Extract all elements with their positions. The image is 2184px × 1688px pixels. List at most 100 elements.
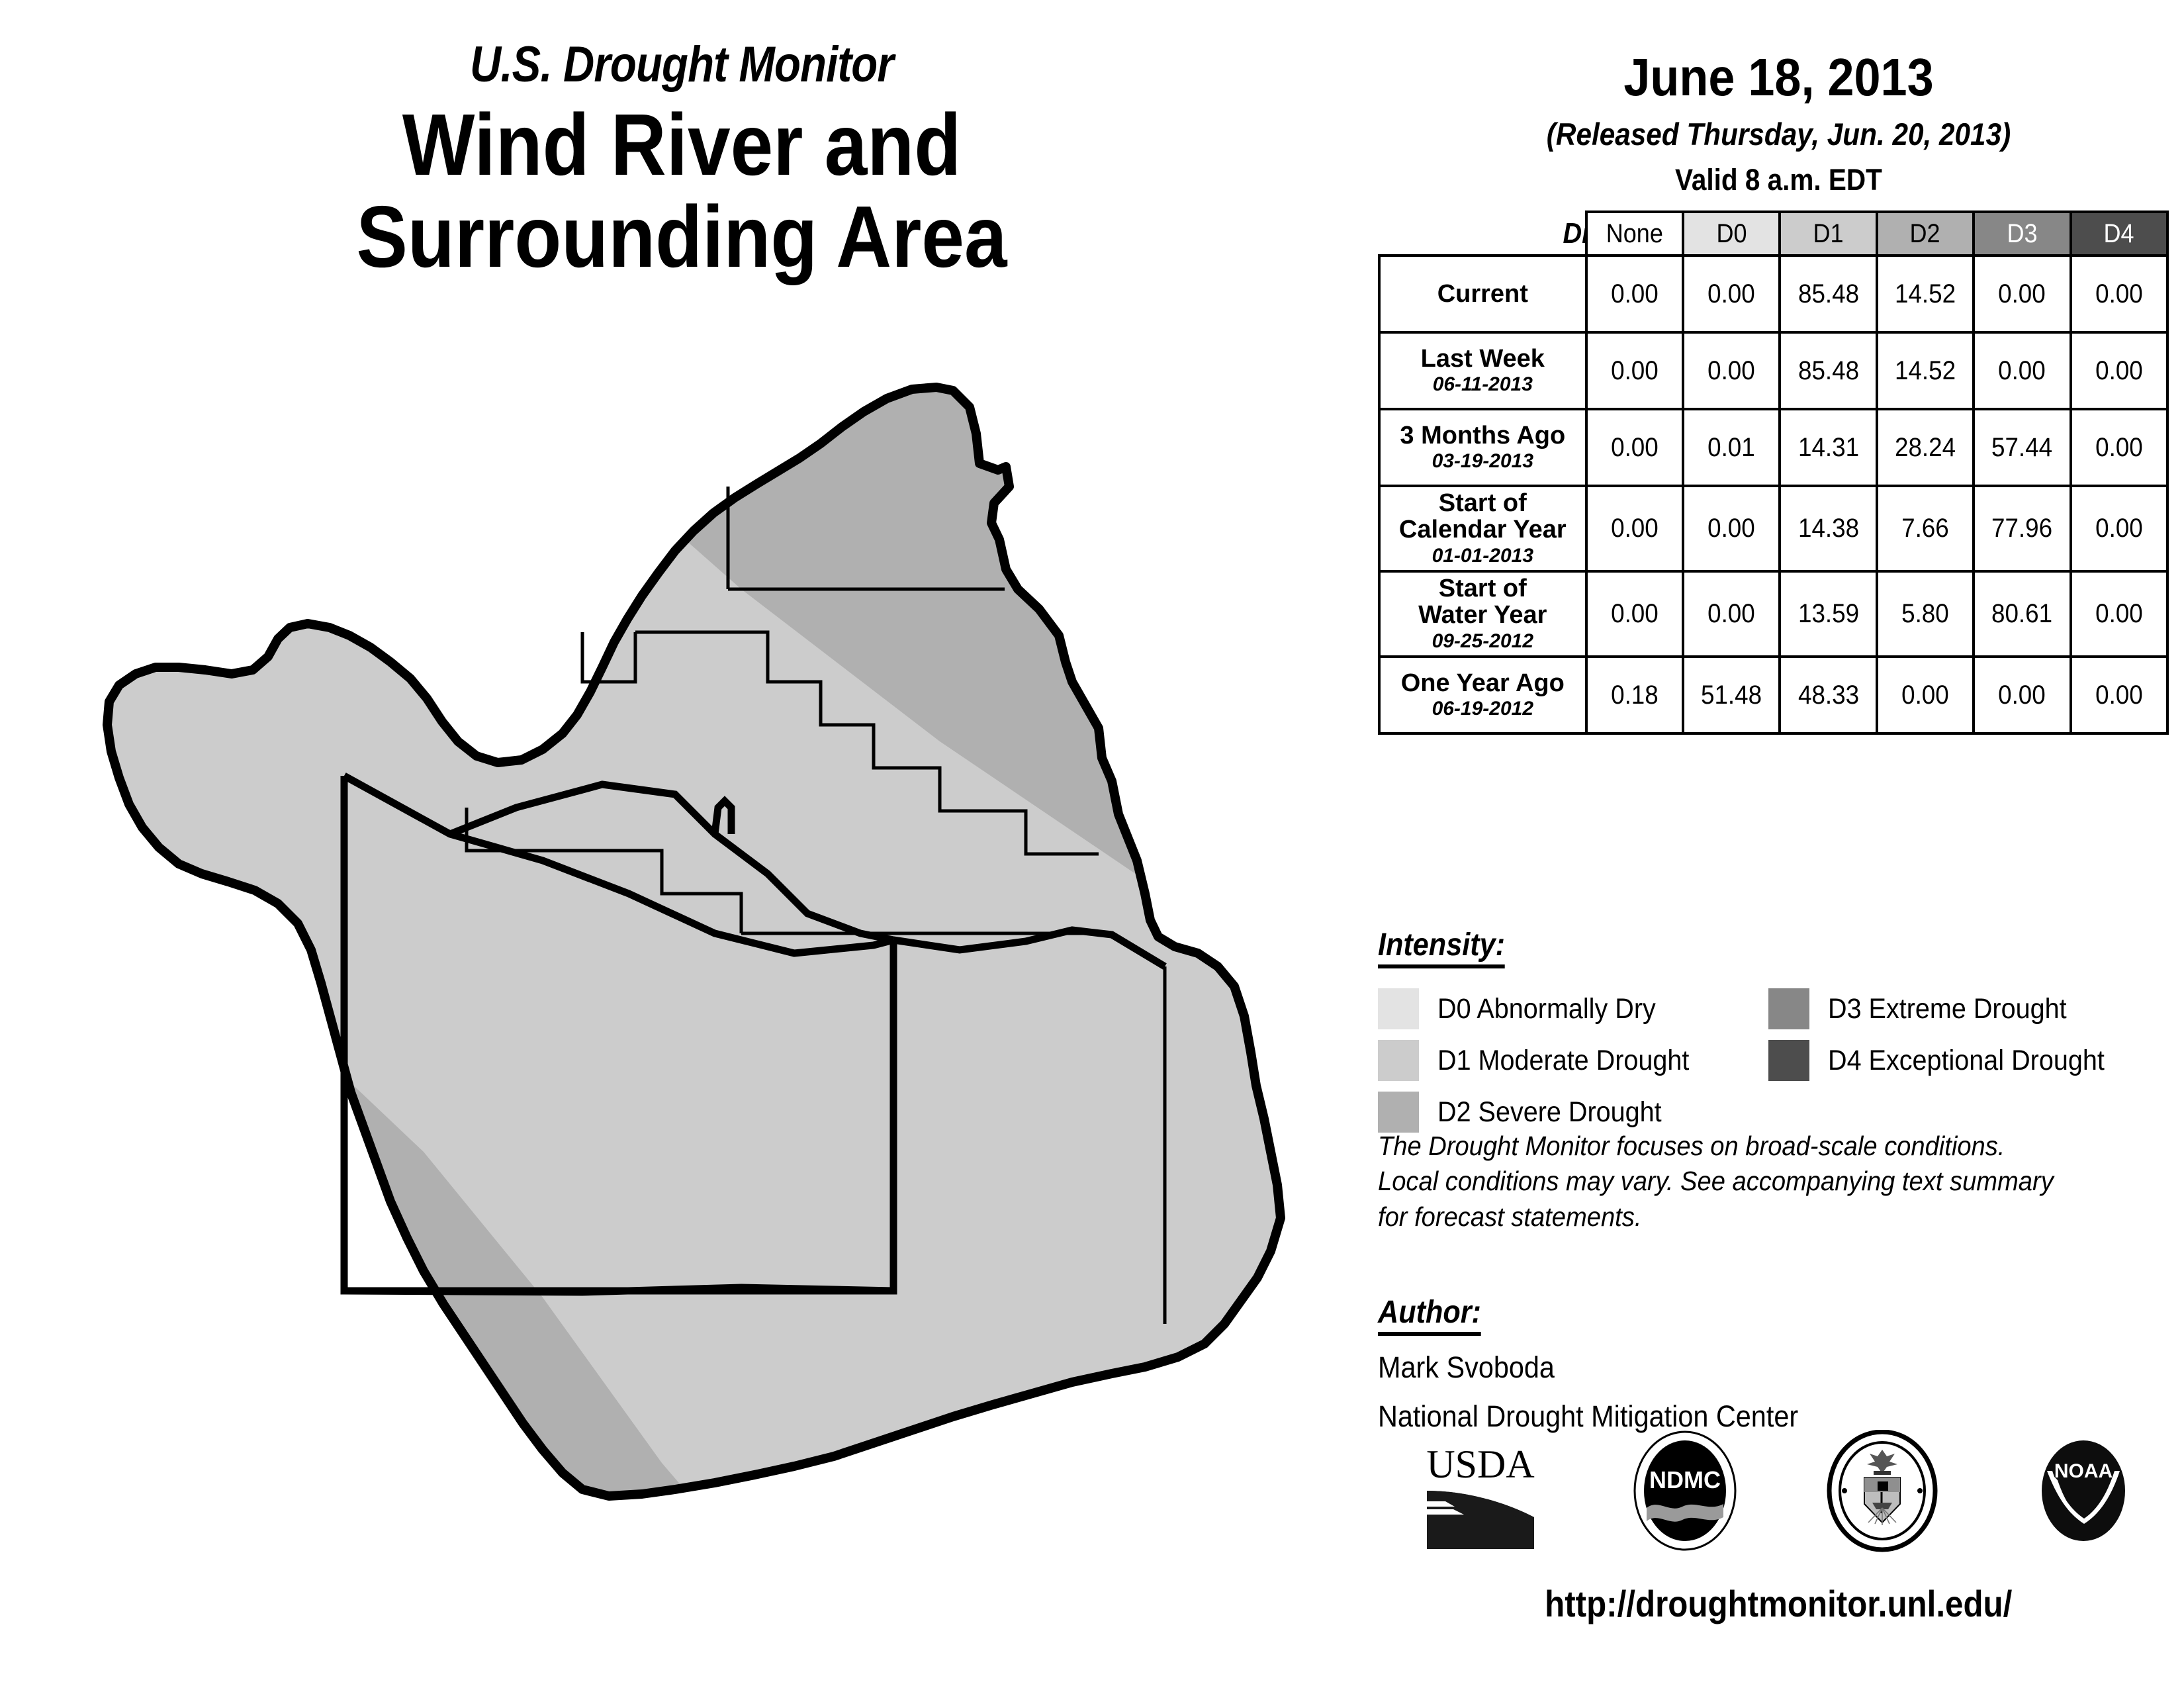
column-header-none: None (1584, 211, 1685, 257)
drought-map[interactable] (79, 371, 1324, 1509)
author-organization: National Drought Mitigation Center (1378, 1399, 1799, 1433)
legend-item-d3[interactable]: D3 Extreme Drought (1768, 988, 2087, 1029)
cell-3-months-d0: 0.01 (1681, 408, 1782, 487)
table-row[interactable]: Start of Calendar Year 01-01-2013 0.00 0… (1378, 484, 2169, 573)
legend-item-d1[interactable]: D1 Moderate Drought (1378, 1040, 1711, 1081)
ndmc-logo-text: NDMC (1649, 1466, 1721, 1493)
cell-one-year-none: 0.18 (1584, 655, 1685, 735)
cell-last-week-none: 0.00 (1584, 331, 1685, 410)
column-header-d4: D4 (2069, 211, 2169, 257)
cell-current-d0: 0.00 (1681, 254, 1782, 334)
cell-last-week-d0: 0.00 (1681, 331, 1782, 410)
header-blank-cell (1379, 212, 1586, 256)
cell-one-year-d3: 0.00 (1972, 655, 2072, 735)
table-header-row: None D0 D1 D2 D3 D4 (1379, 211, 2169, 257)
report-date: June 18, 2013 (1623, 48, 1934, 107)
disclaimer-line-1: The Drought Monitor focuses on broad-sca… (1378, 1131, 2005, 1161)
cell-calendar-d3: 77.96 (1972, 484, 2072, 573)
valid-time: Valid 8 a.m. EDT (1675, 163, 1882, 197)
intensity-legend: Intensity: D0 Abnormally Dry D1 Moderate… (1378, 927, 2182, 1141)
cell-water-d3: 80.61 (1972, 570, 2072, 659)
map-drought-fills (107, 387, 1281, 1496)
legend-label-d2: D2 Severe Drought (1437, 1096, 1662, 1128)
column-header-d0: D0 (1681, 211, 1782, 257)
cell-water-d2: 5.80 (1875, 570, 1976, 659)
cell-current-none: 0.00 (1584, 254, 1685, 334)
author-block: Author: Mark Svoboda National Drought Mi… (1378, 1294, 2159, 1434)
cell-3-months-d3: 57.44 (1972, 408, 2072, 487)
cell-one-year-d4: 0.00 (2069, 655, 2169, 735)
legend-item-d0[interactable]: D0 Abnormally Dry (1378, 988, 1674, 1029)
cell-last-week-d2: 14.52 (1875, 331, 1976, 410)
legend-item-d2[interactable]: D2 Severe Drought (1378, 1092, 1681, 1133)
release-date: (Released Thursday, Jun. 20, 2013) (1546, 117, 2011, 152)
legend-label-d1: D1 Moderate Drought (1437, 1044, 1690, 1076)
legend-item-d4[interactable]: D4 Exceptional Drought (1768, 1040, 2128, 1081)
legend-swatch-d2 (1378, 1092, 1419, 1133)
map-region-outline (103, 383, 1285, 1501)
row-label-start-calendar-year: Start of Calendar Year 01-01-2013 (1378, 484, 1588, 573)
intensity-heading: Intensity: (1378, 927, 1506, 968)
cell-current-d1: 85.48 (1778, 254, 1878, 334)
cell-calendar-d1: 14.38 (1778, 484, 1878, 573)
disclaimer-line-3: for forecast statements. (1378, 1201, 1642, 1232)
table-row[interactable]: Start of Water Year 09-25-2012 0.00 0.00… (1378, 570, 2169, 659)
legend-swatch-d4 (1768, 1040, 1809, 1081)
date-block: June 18, 2013 (Released Thursday, Jun. 2… (1373, 0, 2184, 197)
cell-calendar-none: 0.00 (1584, 484, 1685, 573)
doc-seal[interactable] (1826, 1430, 1938, 1552)
row-label-3-months-ago: 3 Months Ago 03-19-2013 (1378, 408, 1588, 487)
row-label-start-water-year: Start of Water Year 09-25-2012 (1378, 570, 1588, 659)
table-row[interactable]: Last Week 06-11-2013 0.00 0.00 85.48 14.… (1378, 331, 2169, 410)
drought-monitor-kicker: U.S. Drought Monitor (470, 36, 894, 93)
legend-swatch-d1 (1378, 1040, 1419, 1081)
disclaimer-text: The Drought Monitor focuses on broad-sca… (1378, 1129, 2159, 1235)
cell-last-week-d1: 85.48 (1778, 331, 1878, 410)
cell-last-week-d4: 0.00 (2069, 331, 2169, 410)
row-label-one-year-ago: One Year Ago 06-19-2012 (1378, 655, 1588, 735)
cell-3-months-d4: 0.00 (2069, 408, 2169, 487)
right-panel: June 18, 2013 (Released Thursday, Jun. 2… (1373, 0, 2184, 1688)
cell-calendar-d4: 0.00 (2069, 484, 2169, 573)
legend-label-d0: D0 Abnormally Dry (1437, 992, 1656, 1025)
usda-logo[interactable]: USDA (1418, 1430, 1543, 1552)
ndmc-logo[interactable]: NDMC (1632, 1430, 1738, 1552)
disclaimer-line-2: Local conditions may vary. See accompany… (1378, 1166, 2054, 1197)
column-header-d2: D2 (1875, 211, 1976, 257)
row-label-last-week: Last Week 06-11-2013 (1378, 331, 1588, 410)
cell-one-year-d0: 51.48 (1681, 655, 1782, 735)
column-header-d3: D3 (1972, 211, 2072, 257)
table-row[interactable]: 3 Months Ago 03-19-2013 0.00 0.01 14.31 … (1378, 408, 2169, 487)
legend-swatch-d0 (1378, 988, 1419, 1029)
map-svg (103, 383, 1285, 1501)
cell-water-d0: 0.00 (1681, 570, 1782, 659)
drought-conditions-table[interactable]: None D0 D1 D2 D3 D4 Current 0.00 0.00 85… (1378, 211, 2169, 735)
cell-water-d1: 13.59 (1778, 570, 1878, 659)
legend-label-d3: D3 Extreme Drought (1828, 992, 2067, 1025)
cell-water-d4: 0.00 (2069, 570, 2169, 659)
title-block: U.S. Drought Monitor Wind River and Surr… (0, 40, 1363, 283)
noaa-logo-text: NOAA (2054, 1460, 2113, 1482)
author-name: Mark Svoboda (1378, 1350, 1555, 1384)
usda-logo-text: USDA (1426, 1442, 1534, 1486)
cell-3-months-d2: 28.24 (1875, 408, 1976, 487)
map-major-boundaries (340, 773, 1167, 1296)
column-header-d1: D1 (1778, 211, 1878, 257)
agency-logos: USDA NDMC (1373, 1427, 2184, 1556)
cell-calendar-d0: 0.00 (1681, 484, 1782, 573)
cell-3-months-none: 0.00 (1584, 408, 1685, 487)
legend-grid: D0 Abnormally Dry D1 Moderate Drought D2… (1378, 988, 2182, 1141)
table-row[interactable]: One Year Ago 06-19-2012 0.18 51.48 48.33… (1378, 655, 2169, 735)
drought-monitor-url[interactable]: http://droughtmonitor.unl.edu/ (1545, 1583, 2013, 1624)
cell-calendar-d2: 7.66 (1875, 484, 1976, 573)
cell-current-d4: 0.00 (2069, 254, 2169, 334)
legend-swatch-d3 (1768, 988, 1809, 1029)
cell-one-year-d1: 48.33 (1778, 655, 1878, 735)
page-title: Wind River and Surrounding Area (356, 96, 1007, 285)
cell-current-d2: 14.52 (1875, 254, 1976, 334)
cell-3-months-d1: 14.31 (1778, 408, 1878, 487)
noaa-logo[interactable]: NOAA (2027, 1430, 2140, 1552)
table-row[interactable]: Current 0.00 0.00 85.48 14.52 0.00 0.00 (1378, 254, 2169, 334)
row-label-current: Current (1378, 254, 1588, 334)
cell-water-none: 0.00 (1584, 570, 1685, 659)
